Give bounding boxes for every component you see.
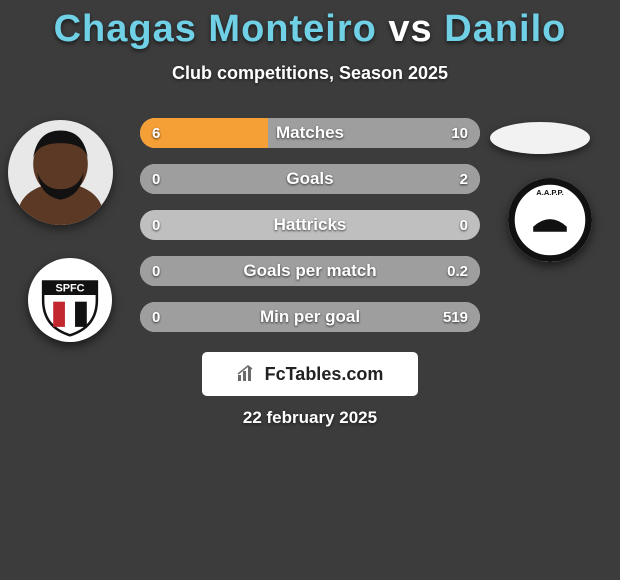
person-icon (8, 120, 113, 225)
title: Chagas Monteiro vs Danilo (0, 0, 620, 51)
stat-row: 02Goals (140, 164, 480, 194)
stat-rows: 610Matches 02Goals 00Hattricks 00.2Goals pe… (140, 118, 480, 348)
title-vs: vs (388, 8, 432, 50)
club1-crest: SPFC (28, 258, 112, 342)
subtitle: Club competitions, Season 2025 (0, 63, 620, 84)
player2-name: Danilo (444, 8, 566, 50)
stat-row: 00.2Goals per match (140, 256, 480, 286)
stat-label: Hattricks (140, 210, 480, 240)
stat-label: Min per goal (140, 302, 480, 332)
stat-label: Matches (140, 118, 480, 148)
stat-label: Goals per match (140, 256, 480, 286)
player1-avatar (8, 120, 113, 225)
player1-name: Chagas Monteiro (54, 8, 377, 50)
watermark: FcTables.com (202, 352, 418, 396)
watermark-text: FcTables.com (265, 364, 384, 385)
shield-icon: SPFC (28, 258, 112, 342)
comparison-card: Chagas Monteiro vs Danilo Club competiti… (0, 0, 620, 580)
stat-row: 610Matches (140, 118, 480, 148)
date: 22 february 2025 (0, 408, 620, 428)
bar-chart-icon (237, 365, 259, 383)
stat-row: 00Hattricks (140, 210, 480, 240)
club2-crest: A.A.P.P. (508, 178, 592, 262)
badge-icon: A.A.P.P. (508, 178, 592, 262)
stat-label: Goals (140, 164, 480, 194)
player2-avatar-placeholder (490, 122, 590, 154)
svg-text:A.A.P.P.: A.A.P.P. (536, 188, 563, 197)
stat-row: 0519Min per goal (140, 302, 480, 332)
svg-text:SPFC: SPFC (55, 283, 84, 295)
